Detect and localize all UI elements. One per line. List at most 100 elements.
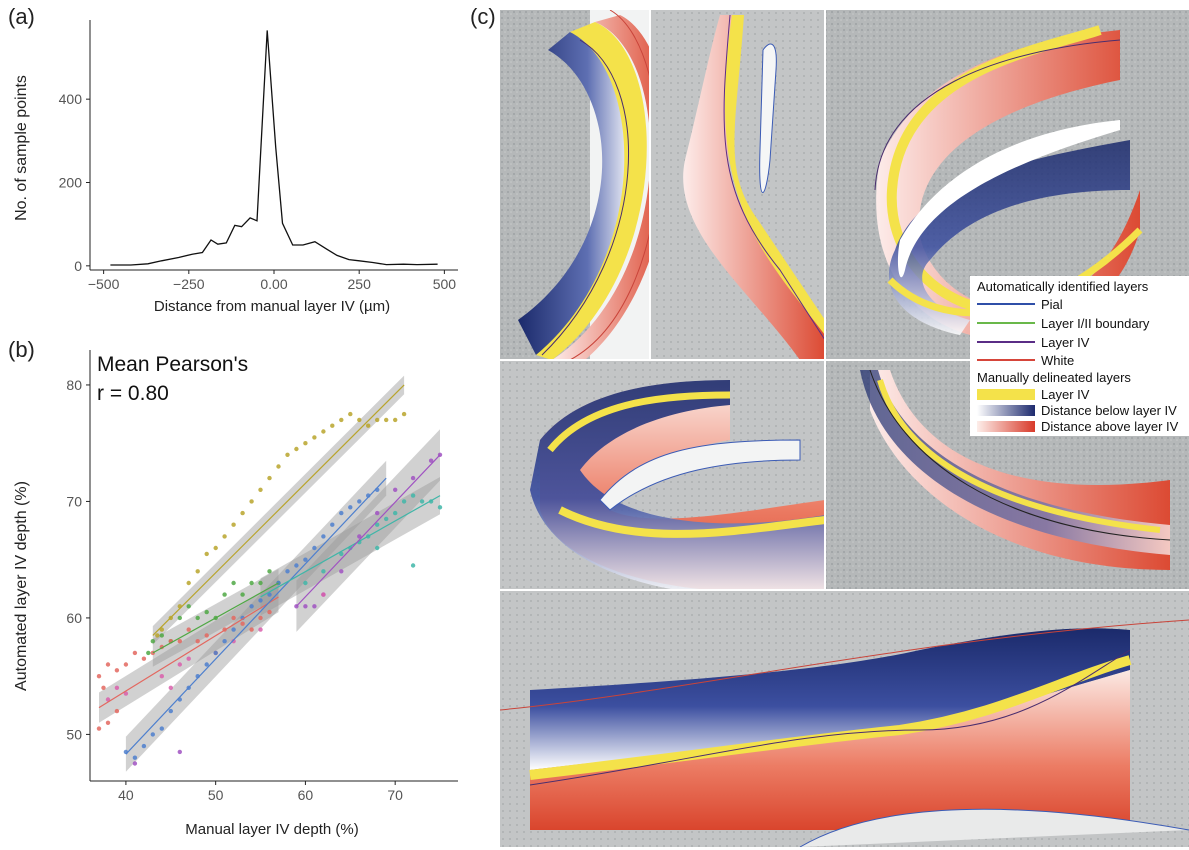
legend-swatch-layer-iv <box>977 341 1035 343</box>
regression-line <box>125 477 387 755</box>
histogram-chart: −500 −250 0.00 250 500 0 200 400 Distance from … <box>13 20 458 315</box>
data-point <box>285 452 290 457</box>
data-point <box>258 580 263 586</box>
y-tick-label: 400 <box>59 91 83 107</box>
data-point <box>348 411 353 417</box>
data-point <box>348 505 353 510</box>
data-point <box>267 475 272 481</box>
data-point <box>186 656 191 661</box>
legend-item-layer-i-ii: Layer I/II boundary <box>977 315 1149 331</box>
data-point <box>177 639 182 644</box>
x-tick-label: 60 <box>298 787 314 803</box>
micrograph-tile-6 <box>500 590 1189 847</box>
legend-swatch-layer-i-ii <box>977 322 1035 324</box>
data-point <box>321 569 326 574</box>
data-point <box>303 441 308 446</box>
data-point <box>258 615 263 621</box>
regression-line <box>260 495 441 598</box>
regression-line <box>98 596 279 709</box>
data-point <box>339 551 344 557</box>
data-point <box>204 662 209 667</box>
data-point <box>186 627 191 632</box>
data-point <box>186 604 191 609</box>
data-point <box>401 411 407 417</box>
data-point <box>375 417 380 423</box>
data-point <box>159 627 164 632</box>
data-point <box>258 598 263 603</box>
data-point <box>195 639 200 644</box>
data-point <box>285 569 290 574</box>
pearson-annotation-line1: Mean Pearson's <box>97 353 248 376</box>
regression-line <box>152 384 405 636</box>
data-point <box>168 685 173 690</box>
data-point <box>357 417 362 423</box>
data-point <box>177 615 182 621</box>
data-point <box>357 499 362 504</box>
scatter-chart: 40 50 60 70 50 60 70 80 Mean Pearson's r = 0.80… <box>13 350 458 838</box>
data-point <box>231 639 236 644</box>
data-point <box>267 569 272 574</box>
data-point <box>339 510 344 516</box>
x-tick-label: 70 <box>387 787 403 803</box>
data-point <box>204 609 209 615</box>
data-point <box>384 417 389 423</box>
data-point <box>105 720 111 725</box>
data-point <box>114 708 120 714</box>
x-tick-label: 250 <box>348 276 372 292</box>
panel-c-label: (c) <box>470 4 496 29</box>
data-point <box>410 563 416 568</box>
data-point <box>294 446 299 452</box>
legend-label: Distance below layer IV <box>1041 402 1177 418</box>
y-axis-label: No. of sample points <box>13 75 30 221</box>
x-tick-label: 50 <box>208 787 224 803</box>
panel-b-label: (b) <box>8 337 35 362</box>
data-point <box>375 522 380 527</box>
y-tick-label: 50 <box>66 726 82 742</box>
data-point <box>141 743 147 749</box>
data-point <box>231 522 236 527</box>
x-axis-label: Distance from manual layer IV (µm) <box>154 298 390 315</box>
data-point <box>249 580 254 586</box>
distance-series-line <box>110 30 438 266</box>
data-point <box>267 609 272 615</box>
legend-auto-header: Automatically identified layers <box>977 279 1149 294</box>
data-point <box>437 505 443 510</box>
legend-swatch-pial <box>977 303 1035 305</box>
data-point <box>393 487 398 492</box>
data-point <box>123 691 129 696</box>
data-point <box>177 662 182 667</box>
data-point <box>96 726 102 731</box>
regression-line <box>296 454 441 607</box>
micrograph-tile-2 <box>650 10 826 360</box>
data-point <box>177 749 182 755</box>
y-tick-label: 60 <box>66 610 82 626</box>
data-point <box>222 592 227 597</box>
data-point <box>168 708 173 714</box>
y-tick-label: 80 <box>66 377 82 393</box>
cortex-micrograph-collage <box>500 10 1189 847</box>
data-point <box>410 493 416 498</box>
legend-label: Layer IV <box>1041 386 1090 402</box>
data-point <box>186 580 191 586</box>
panel-a-label: (a) <box>8 4 35 29</box>
data-point <box>303 557 308 562</box>
data-point <box>240 592 245 597</box>
data-point <box>204 551 209 557</box>
data-point <box>231 627 236 632</box>
regression-line <box>152 582 279 654</box>
data-point <box>428 458 434 463</box>
data-point <box>321 534 326 539</box>
data-point <box>132 650 138 656</box>
data-point <box>401 499 407 504</box>
data-point <box>393 510 398 516</box>
data-point <box>312 545 317 551</box>
data-point <box>258 487 263 492</box>
micrograph-tile-1 <box>500 10 669 361</box>
data-point <box>375 545 380 551</box>
data-point <box>249 627 254 632</box>
data-point <box>213 650 218 656</box>
data-point <box>150 639 155 644</box>
data-point <box>249 499 254 504</box>
data-point <box>249 604 254 609</box>
data-point <box>240 621 245 626</box>
